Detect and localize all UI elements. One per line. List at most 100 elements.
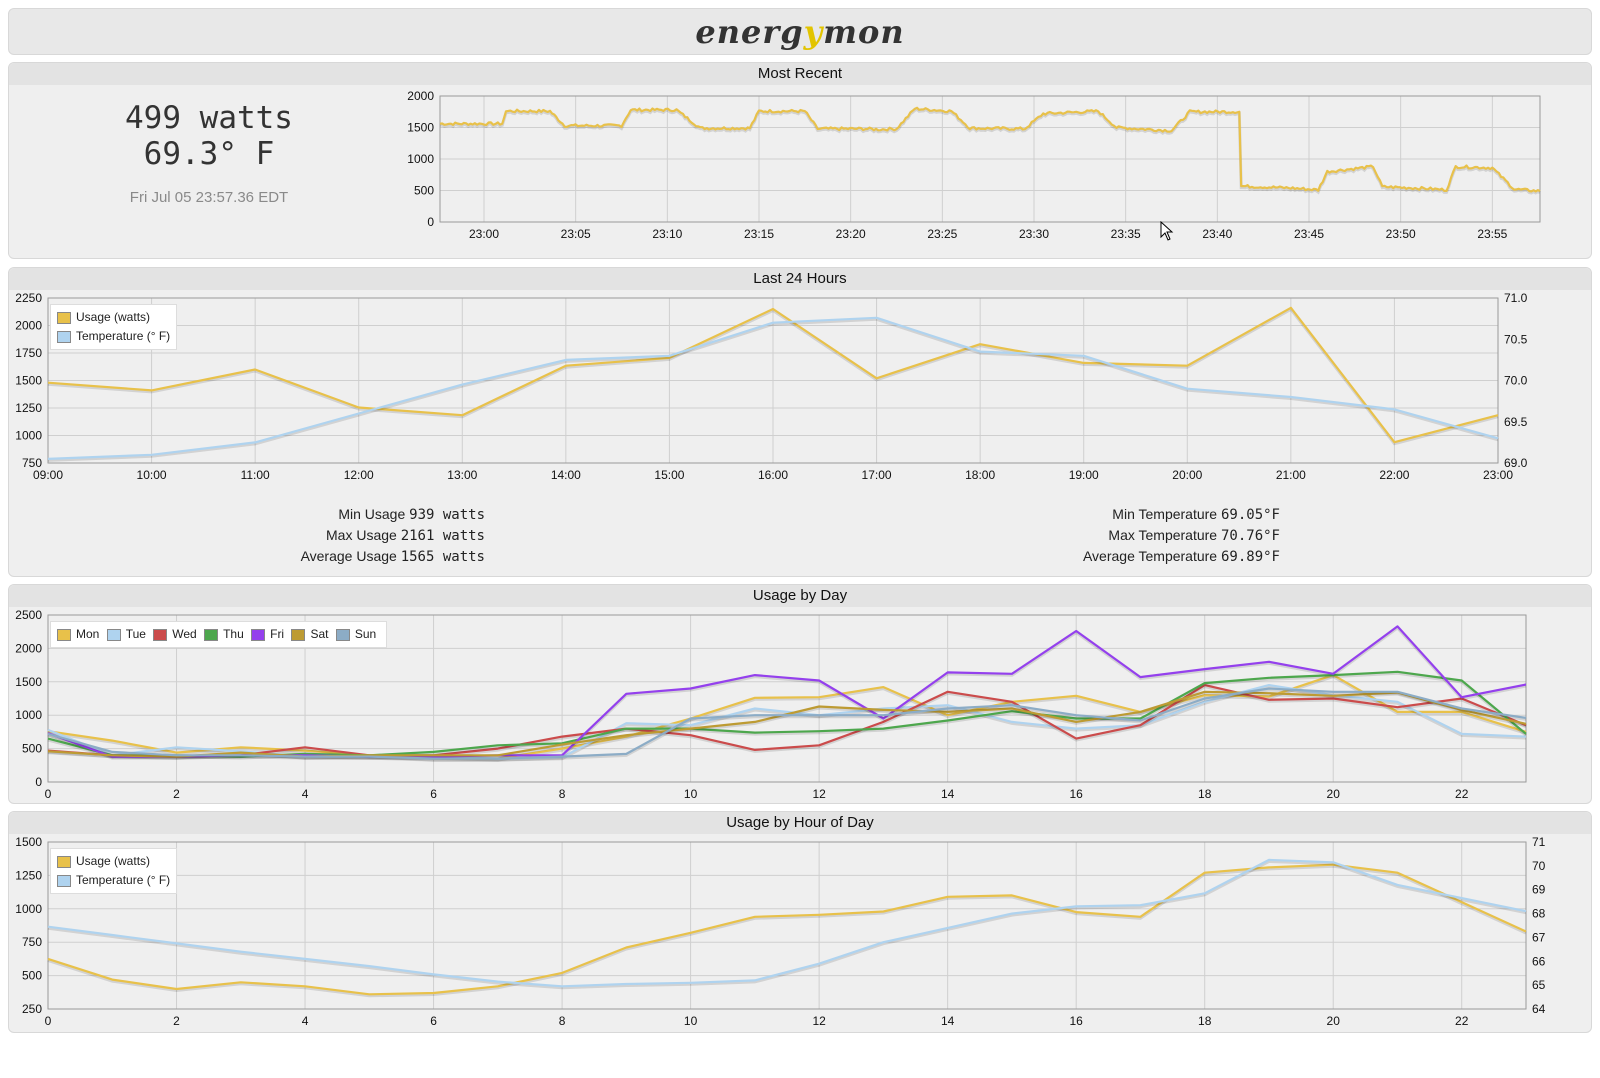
logo-y: y xyxy=(803,13,824,51)
usage-by-hour-legend: Usage (watts) Temperature (° F) xyxy=(50,848,178,894)
avg-usage-stat: Average Usage 1565 watts xyxy=(270,546,485,567)
y-tick-label: 0 xyxy=(427,215,434,229)
x-tick-label: 14 xyxy=(941,787,955,801)
x-tick-label: 20:00 xyxy=(1172,468,1202,482)
legend-label: Sun xyxy=(354,627,377,641)
y2-tick-label: 69.5 xyxy=(1504,415,1528,429)
most-recent-title: Most Recent xyxy=(9,63,1591,85)
legend-label: Fri xyxy=(270,627,285,641)
temperature-swatch xyxy=(57,874,71,887)
usage-series-line-shadow xyxy=(47,864,1527,998)
y-tick-label: 500 xyxy=(22,969,42,983)
legend-item-fri: Fri xyxy=(251,625,284,644)
x-tick-label: 10 xyxy=(684,1014,698,1028)
x-tick-label: 12 xyxy=(812,1014,826,1028)
plot-border xyxy=(47,297,1499,464)
x-tick-label: 22 xyxy=(1455,787,1469,801)
max-usage-stat: Max Usage 2161 watts xyxy=(270,525,485,546)
x-tick-label: 0 xyxy=(45,1014,52,1028)
x-tick-label: 18 xyxy=(1198,787,1212,801)
y-tick-label: 1750 xyxy=(15,346,42,360)
x-tick-label: 22 xyxy=(1455,1014,1469,1028)
x-tick-label: 23:20 xyxy=(836,227,866,241)
x-tick-label: 23:40 xyxy=(1202,227,1232,241)
y2-tick-label: 69.0 xyxy=(1504,456,1528,470)
x-tick-label: 8 xyxy=(559,787,566,801)
sat-swatch xyxy=(291,628,306,641)
legend-item-tue: Tue xyxy=(106,625,146,644)
legend-item-temperature: Temperature (° F) xyxy=(57,871,170,890)
x-tick-label: 6 xyxy=(430,1014,437,1028)
y-tick-label: 0 xyxy=(35,775,42,789)
last24-title: Last 24 Hours xyxy=(9,268,1591,290)
min-usage-stat: Min Usage 939 watts xyxy=(270,504,485,525)
legend-label: Usage (watts) xyxy=(76,854,151,868)
wed-series-line xyxy=(47,683,1527,758)
y2-tick-label: 64 xyxy=(1532,1002,1546,1016)
y2-tick-label: 67 xyxy=(1532,930,1546,944)
current-usage-readout: 499 watts xyxy=(125,100,293,136)
temperature-swatch xyxy=(57,330,71,343)
x-tick-label: 22:00 xyxy=(1379,468,1409,482)
y2-tick-label: 70.5 xyxy=(1504,332,1528,346)
stat-label: Min Temperature xyxy=(1112,506,1218,522)
stat-label: Average Temperature xyxy=(1082,548,1218,564)
temperature-stats: Min Temperature 69.05°F Max Temperature … xyxy=(1000,504,1280,567)
y-tick-label: 2000 xyxy=(15,641,42,655)
usage-by-day-chart: 0 500 1000 1500 2000 2500 0 2 4 6 8 10 12 14 16 18 20 22 xyxy=(15,608,1527,801)
y-tick-label: 500 xyxy=(22,742,42,756)
x-tick-label: 20 xyxy=(1327,1014,1341,1028)
y-tick-label: 2500 xyxy=(15,608,42,622)
y-tick-label: 2000 xyxy=(15,319,42,333)
legend-label: Mon xyxy=(76,627,100,641)
stat-value: 2161 watts xyxy=(400,528,485,544)
avg-temperature-stat: Average Temperature 69.89°F xyxy=(1000,546,1280,567)
energymon-logo[interactable]: energymon xyxy=(9,13,1591,51)
y2-tick-label: 68 xyxy=(1532,907,1546,921)
stat-label: Average Usage xyxy=(300,548,397,564)
y-tick-label: 1500 xyxy=(407,121,434,135)
x-tick-label: 23:10 xyxy=(652,227,682,241)
y-tick-label: 250 xyxy=(22,1002,42,1016)
legend-label: Temperature (° F) xyxy=(76,329,171,343)
y2-tick-label: 71.0 xyxy=(1504,291,1528,305)
stat-value: 70.76°F xyxy=(1220,528,1280,544)
legend-item-wed: Wed xyxy=(153,625,197,644)
x-tick-label: 12:00 xyxy=(344,468,374,482)
legend-item-usage: Usage (watts) xyxy=(57,308,170,327)
x-tick-label: 23:00 xyxy=(469,227,499,241)
y2-tick-label: 69 xyxy=(1532,883,1546,897)
x-tick-label: 23:05 xyxy=(561,227,591,241)
usage-by-day-title: Usage by Day xyxy=(9,585,1591,607)
x-tick-label: 21:00 xyxy=(1276,468,1306,482)
x-tick-label: 18 xyxy=(1198,1014,1212,1028)
y-tick-label: 1500 xyxy=(15,675,42,689)
y2-tick-label: 70 xyxy=(1532,859,1546,873)
y-tick-label: 1000 xyxy=(15,902,42,916)
legend-label: Sat xyxy=(310,627,329,641)
x-tick-label: 23:25 xyxy=(927,227,957,241)
legend-label: Tue xyxy=(125,627,146,641)
fri-swatch xyxy=(251,628,266,641)
x-tick-label: 23:55 xyxy=(1477,227,1507,241)
y-tick-label: 1250 xyxy=(15,868,42,882)
x-tick-label: 20 xyxy=(1327,787,1341,801)
stat-label: Min Usage xyxy=(338,506,406,522)
app-header: energymon xyxy=(8,8,1592,55)
x-tick-label: 13:00 xyxy=(447,468,477,482)
legend-item-sun: Sun xyxy=(335,625,377,644)
x-tick-label: 23:15 xyxy=(744,227,774,241)
last24-legend: Usage (watts) Temperature (° F) xyxy=(50,304,178,350)
x-tick-label: 0 xyxy=(45,787,52,801)
y-tick-label: 1500 xyxy=(15,835,42,849)
stat-value: 69.89°F xyxy=(1220,549,1280,565)
usage-swatch xyxy=(57,855,71,868)
x-tick-label: 10:00 xyxy=(137,468,167,482)
usage-series-line xyxy=(439,106,1541,193)
temperature-series-line xyxy=(47,316,1499,460)
x-tick-label: 2 xyxy=(173,787,180,801)
stat-value: 1565 watts xyxy=(400,549,485,565)
plot-area xyxy=(48,842,1526,1009)
usage-series-line xyxy=(47,863,1527,996)
thu-swatch xyxy=(204,628,219,641)
